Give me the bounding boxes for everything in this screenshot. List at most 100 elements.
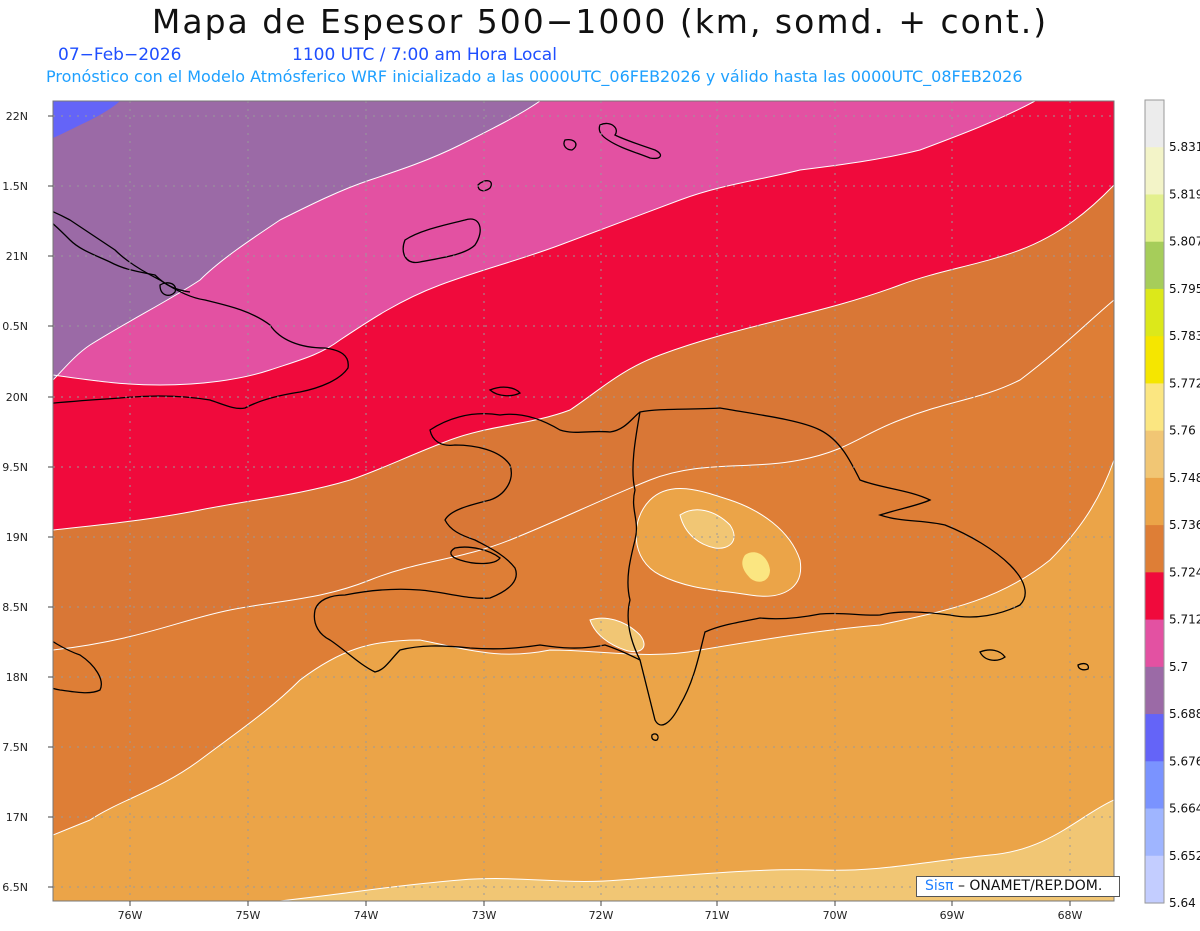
- lon-ticks: [129, 901, 1071, 906]
- colorbar-swatch: [1145, 194, 1164, 243]
- coast-saona: [979, 649, 1006, 661]
- colorbar-swatch: [1145, 147, 1164, 196]
- band-5664: [53, 101, 120, 138]
- lat-label: 18N: [6, 671, 28, 684]
- coast-cuba: [53, 210, 349, 410]
- lon-label: 76W: [118, 909, 143, 922]
- lat-label: 0.5N: [2, 320, 28, 333]
- coast-cuba-north: [53, 222, 191, 293]
- highland-pocket-2: [680, 509, 735, 549]
- colorbar-label: 5.807: [1169, 235, 1200, 249]
- colorbar-label: 5.688: [1169, 707, 1200, 721]
- colorbar-swatch: [1145, 808, 1164, 857]
- colorbar-swatch: [1145, 241, 1164, 290]
- coast-beata: [651, 733, 659, 741]
- contour-5676: [53, 101, 541, 381]
- coast-tortuga: [488, 386, 522, 397]
- lat-labels: 22N 1.5N 21N 0.5N 20N 9.5N 19N 8.5N 18N …: [2, 110, 28, 894]
- contour-5724: [53, 459, 1114, 836]
- coast-great-inagua: [402, 218, 481, 264]
- lat-label: 7.5N: [2, 741, 28, 754]
- sis-logo-text: Sisπ: [925, 878, 954, 894]
- contour-highland-2: [679, 509, 735, 549]
- lon-label: 73W: [472, 909, 497, 922]
- coast-inagua-small: [159, 282, 177, 296]
- lon-labels: 76W 75W 74W 73W 72W 71W 70W 69W 68W: [118, 909, 1083, 922]
- contour-highland-1: [635, 487, 802, 597]
- colorbar-frame: [1144, 99, 1165, 904]
- colorbar-label: 5.795: [1169, 282, 1200, 296]
- colorbar-label: 5.831: [1169, 140, 1200, 154]
- highland-pocket-4: [590, 618, 645, 652]
- colorbar-swatch: [1145, 288, 1164, 337]
- colorbar-swatch: [1145, 619, 1164, 668]
- colorbar-swatch: [1145, 383, 1164, 432]
- contour-5688: [53, 101, 1036, 386]
- lon-label: 71W: [705, 909, 730, 922]
- colorbar-label: 5.64: [1169, 896, 1196, 910]
- colorbar-label: 5.772: [1169, 376, 1200, 390]
- colorbar-swatch: [1145, 430, 1164, 479]
- lat-ticks: [48, 115, 53, 888]
- lon-label: 72W: [589, 909, 614, 922]
- lon-label: 70W: [823, 909, 848, 922]
- colorbar-label: 5.783: [1169, 329, 1200, 343]
- map-frame: [52, 100, 1115, 902]
- forecast-date: 07−Feb−2026: [58, 45, 182, 65]
- colorbar-label: 5.7: [1169, 660, 1188, 674]
- lat-label: 1.5N: [2, 180, 28, 193]
- credit-text: – ONAMET/REP.DOM.: [957, 878, 1103, 894]
- coast-west-cuba: [53, 640, 102, 694]
- lat-label: 21N: [6, 250, 28, 263]
- coast-caicos: [563, 139, 577, 151]
- colorbar-label: 5.664: [1169, 802, 1200, 816]
- contour-5736: [279, 799, 1114, 901]
- colorbar-swatch: [1145, 336, 1164, 385]
- colorbar-label: 5.76: [1169, 424, 1196, 438]
- credit-box: Sisπ – ONAMET/REP.DOM.: [916, 876, 1120, 897]
- graticule: [53, 101, 1114, 901]
- lat-label: 19N: [6, 531, 28, 544]
- lat-label: 6.5N: [2, 881, 28, 894]
- lon-label: 68W: [1058, 909, 1083, 922]
- coast-haiti-border: [627, 411, 641, 661]
- coast-hispaniola: [313, 407, 1026, 726]
- thickness-bands: [53, 101, 1114, 901]
- colorbar-swatch: [1145, 855, 1164, 904]
- colorbar-label: 5.748: [1169, 471, 1200, 485]
- colorbar-swatch: [1145, 525, 1164, 573]
- colorbar-label: 5.736: [1169, 518, 1200, 532]
- band-5676: [53, 101, 540, 380]
- contour-5712: [53, 299, 1114, 651]
- contour-highland-3: [589, 617, 645, 653]
- lat-label: 17N: [6, 811, 28, 824]
- lat-label: 8.5N: [2, 601, 28, 614]
- colorbar-label: 5.819: [1169, 187, 1200, 201]
- model-subtitle: Pronóstico con el Modelo Atmósferico WRF…: [46, 67, 1023, 86]
- coast-gonave: [450, 546, 501, 565]
- colorbar: 5.831 5.819 5.807 5.795 5.783 5.772 5.76 5.748 5…: [1144, 99, 1200, 910]
- lat-label: 20N: [6, 391, 28, 404]
- forecast-time: 1100 UTC / 7:00 am Hora Local: [292, 45, 557, 65]
- lon-label: 69W: [940, 909, 965, 922]
- colorbar-swatch: [1145, 714, 1164, 762]
- colorbar-label: 5.652: [1169, 849, 1200, 863]
- lat-label: 9.5N: [2, 461, 28, 474]
- lon-label: 74W: [354, 909, 379, 922]
- colorbar-swatch: [1145, 666, 1164, 715]
- colorbar-label: 5.676: [1169, 754, 1200, 768]
- colorbar-swatch: [1145, 100, 1164, 148]
- coast-turks: [598, 122, 662, 160]
- colorbar-swatch: [1145, 572, 1164, 621]
- map-title: Mapa de Espesor 500−1000 (km, somd. + co…: [151, 2, 1049, 41]
- lat-label: 22N: [6, 110, 28, 123]
- colorbar-label: 5.724: [1169, 565, 1200, 579]
- lon-label: 75W: [236, 909, 261, 922]
- colorbar-swatch: [1145, 761, 1164, 810]
- coast-mona: [1077, 662, 1090, 671]
- coastlines: [53, 122, 1090, 741]
- highland-pocket-3: [742, 552, 770, 582]
- colorbar-swatch: [1145, 477, 1164, 526]
- colorbar-label: 5.712: [1169, 613, 1200, 627]
